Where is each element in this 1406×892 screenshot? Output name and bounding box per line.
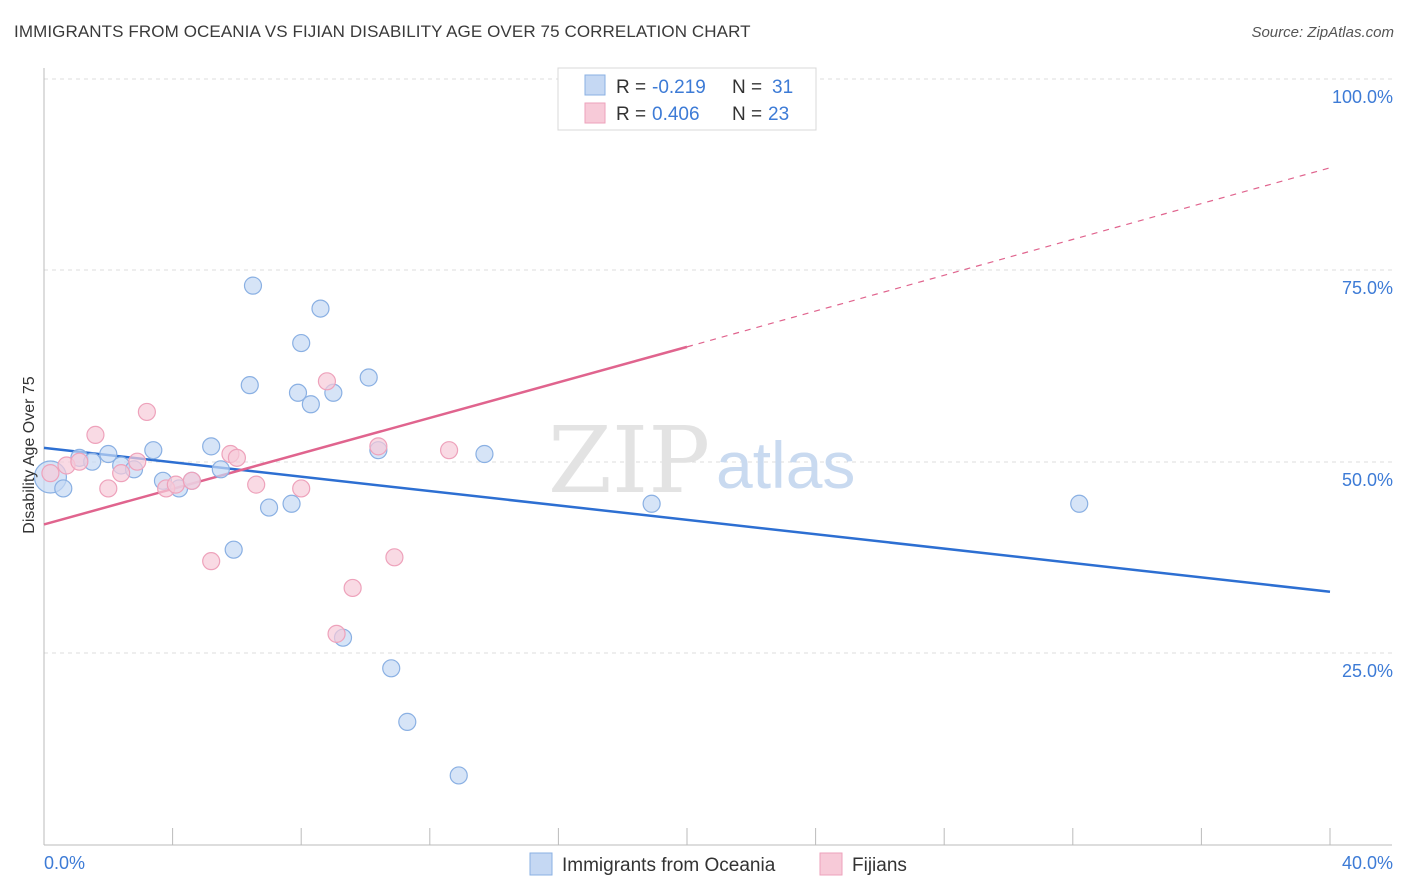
point-oceania (240, 376, 259, 395)
grid-lines (44, 78, 1392, 654)
legend-r-label: R = (616, 77, 646, 98)
trend-line-fijians (43, 345, 688, 526)
trend-line-oceania (43, 446, 1331, 594)
point-oceania (382, 659, 401, 678)
point-fijians (247, 475, 266, 494)
point-oceania (144, 441, 163, 460)
point-oceania (475, 444, 494, 464)
point-oceania (1070, 494, 1089, 513)
point-oceania (243, 276, 263, 295)
watermark-atlas: atlas (716, 428, 855, 502)
x-tick-label: 0.0% (44, 853, 85, 873)
trend-lines (43, 167, 1331, 594)
point-fijians (327, 624, 346, 643)
point-oceania (449, 766, 468, 785)
chart-source: Source: ZipAtlas.com (1251, 24, 1394, 41)
point-fijians (439, 441, 459, 460)
point-oceania (202, 437, 221, 456)
point-oceania (99, 444, 118, 464)
point-oceania (282, 494, 301, 513)
point-fijians (86, 425, 105, 444)
point-fijians (317, 372, 337, 391)
point-fijians (227, 448, 246, 467)
point-oceania (288, 383, 308, 402)
y-tick-label: 75.0% (1342, 278, 1393, 298)
legend-swatch-oceania (584, 74, 606, 96)
x-tick-label: 40.0% (1342, 853, 1393, 873)
point-fijians (166, 475, 185, 494)
point-fijians (70, 452, 89, 471)
point-fijians (202, 552, 221, 571)
point-oceania (224, 540, 243, 559)
data-points (33, 77, 1089, 785)
point-fijians (99, 479, 118, 498)
point-oceania (359, 368, 378, 387)
point-fijians (112, 464, 131, 483)
point-fijians (292, 479, 311, 498)
legend-n-label: N = (732, 104, 762, 125)
y-tick-label: 50.0% (1342, 470, 1393, 490)
watermark-zip: ZIP (548, 407, 710, 514)
point-oceania (398, 712, 417, 731)
tick-labels: 100.0% 75.0% 50.0% 25.0% 0.0% 40.0% (44, 87, 1393, 873)
legend-r-value: 0.406 (652, 104, 700, 125)
bottom-legend-swatch-fijians (819, 852, 843, 876)
point-fijians (182, 471, 201, 490)
point-oceania (259, 498, 279, 517)
point-fijians (369, 437, 388, 456)
watermark: ZIP atlas (548, 407, 855, 514)
point-fijians (128, 452, 147, 471)
legend-r-value: -0.219 (652, 77, 706, 98)
point-fijians (41, 464, 60, 483)
bottom-legend: Immigrants from Oceania Fijians (529, 852, 907, 876)
legend-r-label: R = (616, 104, 646, 125)
point-fijians (343, 578, 362, 598)
trend-line-fijians-extension (686, 167, 1331, 348)
point-oceania (311, 299, 330, 318)
point-oceania (292, 333, 311, 353)
y-axis-label: Disability Age Over 75 (21, 376, 38, 534)
legend-swatch-fijians (584, 102, 606, 124)
axes (43, 68, 1392, 846)
bottom-legend-swatch-oceania (529, 852, 553, 876)
chart-title: IMMIGRANTS FROM OCEANIA VS FIJIAN DISABI… (14, 22, 751, 41)
point-oceania (211, 460, 230, 479)
legend-n-value: 23 (768, 104, 789, 125)
bottom-legend-label-fijians: Fijians (852, 855, 907, 876)
point-fijians (385, 548, 404, 567)
legend-n-value: 31 (772, 77, 793, 98)
y-tick-label: 25.0% (1342, 661, 1393, 681)
point-oceania (54, 479, 73, 498)
point-fijians (137, 402, 156, 422)
legend-n-label: N = (732, 77, 762, 98)
point-oceania (301, 395, 320, 414)
legend-box: R = -0.219 N = 31 R = 0.406 N = 23 (557, 67, 817, 131)
bottom-legend-label-oceania: Immigrants from Oceania (562, 855, 776, 876)
point-oceania (642, 494, 661, 513)
y-tick-label: 100.0% (1332, 87, 1393, 107)
